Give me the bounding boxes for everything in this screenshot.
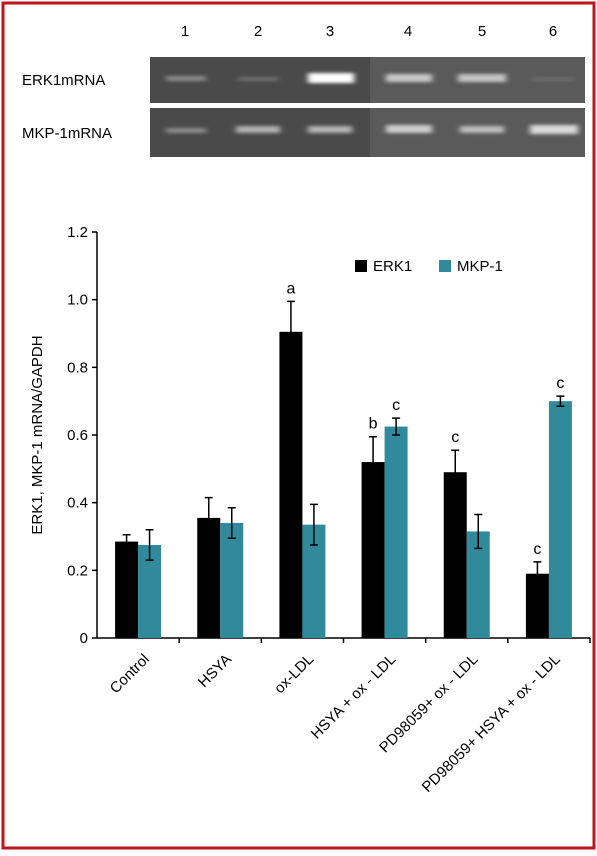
bar	[115, 542, 138, 638]
bar	[220, 523, 243, 638]
y-tick-label: 0.8	[67, 359, 88, 376]
x-tick-label: ox-LDL	[271, 651, 317, 697]
y-tick-label: 0.4	[67, 495, 88, 512]
significance-label: c	[392, 397, 400, 414]
gel-row-label: ERK1mRNA	[22, 72, 105, 89]
lane-label: 5	[478, 23, 486, 40]
significance-label: b	[369, 416, 378, 433]
bar	[385, 427, 408, 638]
x-tick-label: PD98059+ HSYA + ox - LDL	[419, 651, 564, 796]
lane-label: 4	[404, 23, 412, 40]
figure: 1 2 3 4 5 6 ERK1mRNA MKP-1mRNA ERK1, MKP-1 mRNA/…	[0, 0, 597, 851]
y-axis-label: ERK1, MKP-1 mRNA/GAPDH	[29, 335, 46, 534]
significance-label: c	[556, 375, 564, 392]
x-tick-label: HSYA	[195, 651, 235, 691]
gel-image	[150, 57, 585, 157]
significance-label: a	[286, 280, 295, 297]
x-tick-label: HSYA + ox - LDL	[308, 651, 400, 743]
y-tick-label: 1.0	[67, 292, 88, 309]
y-tick-label: 0	[80, 630, 88, 647]
page: {"gel": {"lanes": ["1", "2", "3", "4", "…	[0, 0, 597, 856]
lane-label: 3	[326, 23, 334, 40]
y-tick-label: 0.6	[67, 427, 88, 444]
y-tick-label: 1.2	[67, 224, 88, 241]
significance-label: c	[451, 429, 459, 446]
gel-row-label: MKP-1mRNA	[22, 125, 112, 142]
legend-swatch	[355, 260, 367, 272]
x-tick-label: Control	[107, 651, 153, 697]
bar	[444, 472, 467, 638]
significance-label: c	[533, 541, 541, 558]
lane-label: 2	[254, 23, 262, 40]
legend-label: ERK1	[373, 258, 412, 275]
lane-label: 1	[181, 23, 189, 40]
bar	[279, 332, 302, 638]
lane-label: 6	[549, 23, 557, 40]
y-tick-label: 0.2	[67, 562, 88, 579]
bar	[362, 462, 385, 638]
legend-swatch	[439, 260, 451, 272]
legend-label: MKP-1	[457, 258, 503, 275]
bar	[549, 401, 572, 638]
